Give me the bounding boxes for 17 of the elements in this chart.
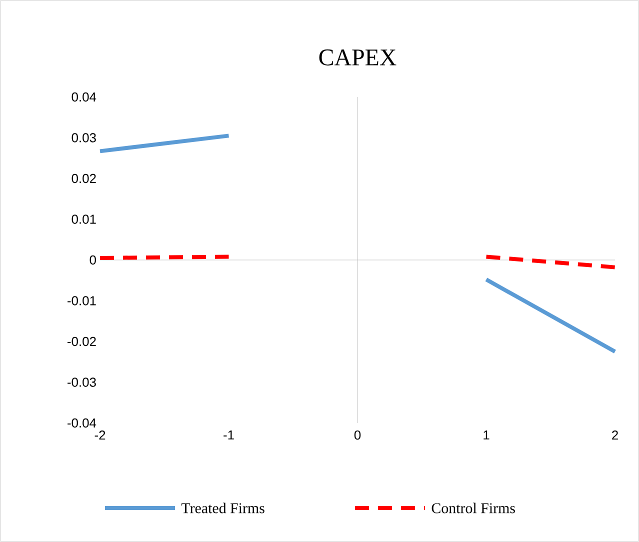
legend-label: Control Firms [432,502,515,514]
y-tick-label: 0.04 [72,92,96,102]
y-tick-label: 0.01 [72,214,96,224]
y-tick-label: -0.04 [68,418,96,428]
y-tick-label: 0 [90,255,96,265]
chart-title: CAPEX [319,49,396,66]
y-tick-label: -0.03 [68,378,96,387]
legend-label: Treated Firms [181,502,264,514]
y-tick-label: -0.02 [68,336,96,346]
y-tick-label: 0.03 [72,133,96,142]
x-tick-label: -2 [94,430,106,440]
y-tick-label: -0.01 [68,296,96,306]
x-tick-label: 2 [612,430,618,440]
x-tick-label: 0 [354,430,361,440]
y-tick-label: 0.02 [72,174,96,184]
x-tick-label: 1 [484,430,490,440]
x-tick-label: -1 [224,430,234,440]
